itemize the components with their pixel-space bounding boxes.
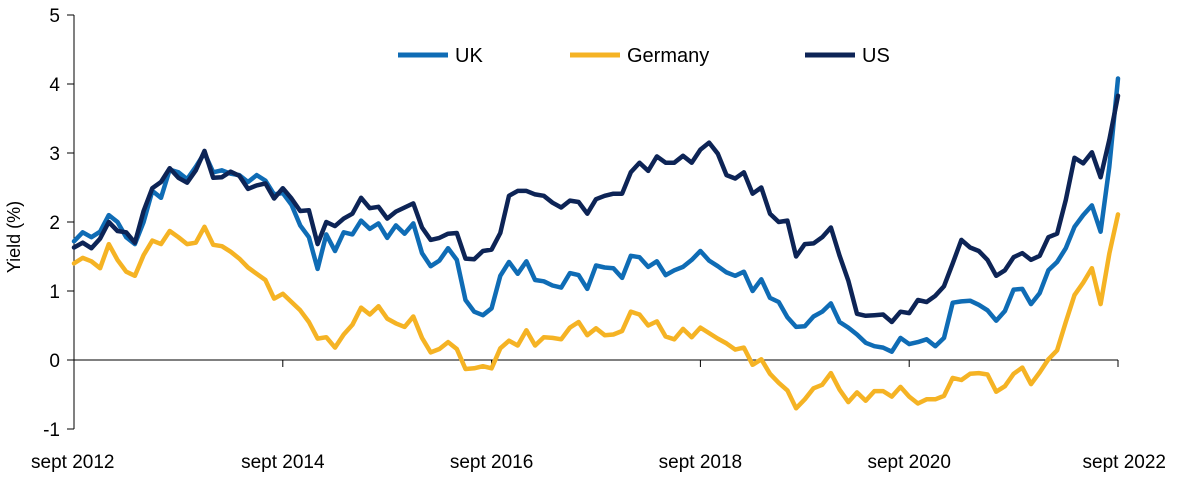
legend-label-uk: UK (455, 45, 483, 67)
x-axis: sept 2012 sept 2014 sept 2016 sept 2018 sept… (31, 359, 1166, 473)
legend: UK Germany US (398, 45, 890, 67)
x-tick-label: sept 2016 (450, 452, 533, 473)
series-line-uk (71, 76, 1121, 354)
y-tick-label: -1 (43, 420, 60, 441)
y-tick-label: 5 (49, 6, 60, 27)
series-line-germany (71, 212, 1121, 411)
y-tick-label: 3 (49, 144, 60, 165)
x-tick-label: sept 2014 (241, 452, 325, 473)
y-tick-label: 4 (49, 75, 60, 96)
y-tick-label: 1 (49, 282, 60, 303)
y-tick-label: 2 (49, 213, 60, 234)
legend-label-us: US (862, 45, 890, 67)
x-tick-label: sept 2012 (31, 452, 114, 473)
legend-label-germany: Germany (627, 45, 709, 67)
x-tick-label: sept 2020 (867, 452, 950, 473)
x-tick-label: sept 2018 (659, 452, 742, 473)
series-line-us (71, 93, 1121, 325)
x-tick-label: sept 2022 (1083, 452, 1166, 473)
y-tick-label: 0 (49, 351, 60, 372)
y-axis: -1 0 1 2 3 4 5 (43, 6, 75, 441)
series-layer (71, 76, 1121, 411)
y-axis-title: Yield (%) (4, 201, 24, 273)
